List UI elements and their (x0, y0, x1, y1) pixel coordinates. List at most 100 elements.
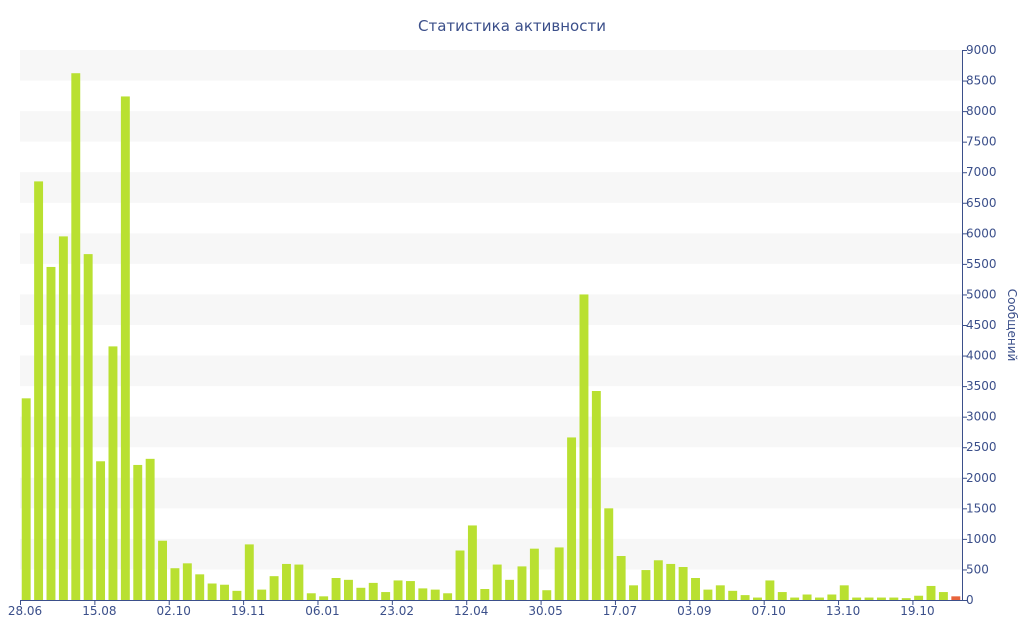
bar (207, 583, 217, 600)
bar (418, 588, 428, 600)
bar (306, 593, 316, 600)
bar (567, 437, 577, 600)
bar (529, 548, 539, 600)
bars (21, 73, 961, 600)
bar (443, 593, 453, 600)
grid-bands (20, 50, 962, 570)
bar (34, 181, 44, 600)
bar (715, 585, 725, 600)
bar (728, 590, 738, 600)
bar (678, 567, 688, 600)
bar (108, 346, 118, 600)
x-tick-label: 17.07 (603, 604, 637, 618)
bar (802, 594, 812, 600)
bar (765, 580, 775, 600)
grid-band (20, 355, 962, 387)
bar (814, 597, 824, 600)
bar (579, 294, 589, 600)
y-tick-label: 3500 (966, 379, 997, 393)
bar (145, 458, 155, 600)
bar (430, 589, 440, 600)
bar (405, 581, 415, 600)
x-tick-label: 23.02 (380, 604, 414, 618)
y-tick-label: 9000 (966, 43, 997, 57)
bar (232, 590, 242, 600)
bar (666, 563, 676, 600)
bar (480, 589, 490, 600)
y-tick-label: 2500 (966, 440, 997, 454)
grid-band (20, 294, 962, 325)
bar (591, 391, 601, 600)
bar (616, 556, 626, 600)
bar (852, 597, 862, 600)
bar (753, 597, 762, 600)
bar (790, 597, 800, 600)
y-tick-label: 4500 (966, 318, 997, 332)
y-tick-label: 5500 (966, 257, 997, 271)
x-tick-label: 03.09 (677, 604, 711, 618)
y-tick-label: 8000 (966, 104, 997, 118)
y-tick-label: 0 (966, 593, 974, 607)
x-tick-label: 06.01 (305, 604, 339, 618)
y-tick-label: 6500 (966, 196, 997, 210)
x-tick-label: 02.10 (157, 604, 191, 618)
bar (951, 596, 961, 600)
bar (120, 96, 130, 600)
bar (864, 597, 874, 600)
x-tick-label: 12.04 (454, 604, 488, 618)
grid-band (20, 233, 962, 264)
bar (889, 597, 899, 600)
bar (182, 563, 192, 600)
bar (269, 576, 279, 600)
bar (876, 597, 886, 600)
bar (604, 508, 614, 600)
bar (554, 547, 564, 600)
y-tick-label: 5000 (966, 287, 997, 301)
x-tick-label: 19.11 (231, 604, 265, 618)
bar (244, 544, 254, 600)
bar (492, 564, 502, 600)
bar (839, 585, 849, 600)
bar (703, 589, 713, 600)
x-tick-label: 15.08 (82, 604, 116, 618)
grid-band (20, 416, 962, 448)
bar (393, 580, 403, 600)
bar (381, 592, 391, 600)
x-tick-label: 19.10 (900, 604, 934, 618)
bar (691, 578, 700, 600)
bar (356, 587, 366, 600)
x-axis-ticks: 28.06 15.08 02.10 19.11 06.01 23.02 12.04 30.05… (8, 600, 935, 618)
bar (21, 398, 31, 600)
grid-band (20, 477, 962, 509)
grid-band (20, 538, 962, 570)
grid-band (20, 172, 962, 203)
bar (195, 574, 205, 600)
chart-title: Статистика активности (418, 17, 606, 35)
bar (331, 578, 341, 600)
bar (653, 560, 663, 600)
bar (46, 266, 56, 600)
bar (505, 579, 515, 600)
y-axis-label: Сообщений (1005, 289, 1019, 362)
bar (740, 595, 750, 600)
bar (83, 254, 93, 600)
x-tick-label: 28.06 (8, 604, 42, 618)
y-tick-label: 3000 (966, 410, 997, 424)
bar (319, 596, 329, 600)
y-axis-ticks: 0 500 1000 1500 2000 2500 3000 3500 4000 4500 5000… (962, 43, 997, 607)
bar (629, 585, 639, 600)
bar (170, 568, 180, 600)
y-tick-label: 500 (966, 562, 989, 576)
bar (517, 566, 527, 600)
y-tick-label: 7500 (966, 135, 997, 149)
bar (343, 579, 353, 600)
bar (926, 585, 936, 600)
y-tick-label: 7000 (966, 165, 997, 179)
x-tick-label: 30.05 (528, 604, 562, 618)
bar (641, 570, 651, 600)
bar (914, 595, 924, 600)
x-tick-label: 07.10 (752, 604, 786, 618)
bar (938, 592, 948, 600)
y-tick-label: 6000 (966, 226, 997, 240)
bar (827, 594, 837, 600)
